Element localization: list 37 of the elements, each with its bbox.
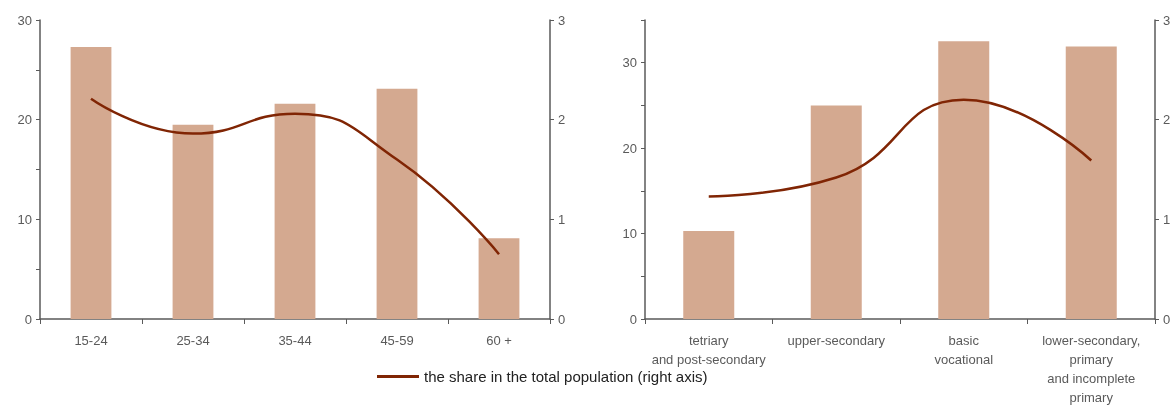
y2-tick-label: 0 (1163, 311, 1171, 327)
x-tick-label: lower-secondary, primary and incomplete primary (1042, 333, 1141, 405)
bar (172, 124, 214, 319)
x-tick-label: basic vocational (934, 333, 994, 367)
y2-tick-label: 1 (1163, 211, 1171, 227)
x-tick-label: 25-34 (176, 333, 210, 348)
y2-tick-label: 1 (558, 211, 566, 227)
y-tick-label: 10 (622, 226, 637, 242)
y-tick-label: 0 (629, 311, 637, 327)
y2-tick-label: 3 (1163, 12, 1171, 28)
legend-label: the share in the total population (right axis) (424, 368, 708, 385)
y-tick-label: 0 (24, 311, 32, 327)
bar (810, 105, 862, 319)
y2-tick-label: 3 (558, 12, 566, 28)
bar (1065, 46, 1117, 319)
bar (70, 46, 112, 319)
bar (274, 103, 316, 319)
y2-tick-label: 2 (1163, 112, 1171, 128)
bar (478, 238, 520, 319)
x-tick-label: upper-secondary (787, 333, 886, 348)
line-series (707, 98, 1093, 198)
y-tick-label: 30 (622, 55, 637, 71)
bar (683, 231, 735, 319)
x-tick-label: tetriary and post-secondary (651, 333, 767, 367)
y-tick-label: 20 (622, 140, 637, 156)
x-tick-label: 35-44 (278, 333, 312, 348)
line-series (89, 97, 501, 256)
x-tick-label: 15-24 (74, 333, 108, 348)
y2-tick-label: 0 (558, 311, 566, 327)
x-tick-label: 45-59 (380, 333, 414, 348)
y2-tick-label: 2 (558, 112, 566, 128)
x-tick-label: 60 + (486, 333, 512, 348)
y-tick-label: 10 (17, 211, 32, 227)
bar (376, 88, 418, 319)
y-tick-label: 30 (17, 12, 32, 28)
y-tick-label: 20 (17, 112, 32, 128)
bar (938, 41, 990, 319)
